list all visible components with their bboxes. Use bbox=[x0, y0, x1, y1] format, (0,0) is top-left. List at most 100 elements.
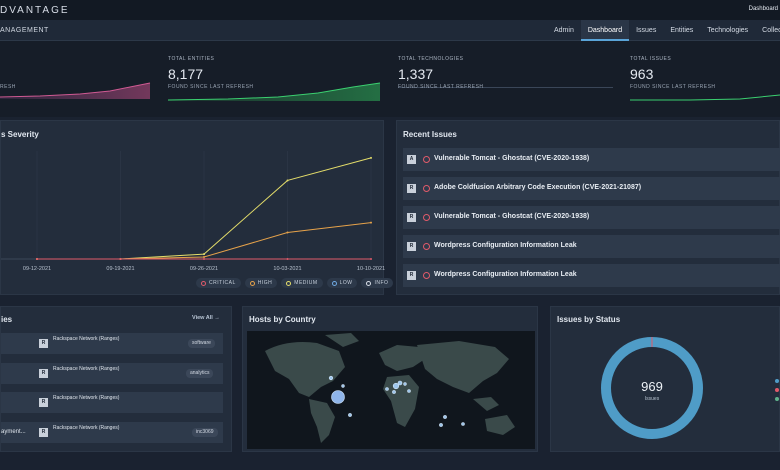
severity-title: s Severity bbox=[1, 130, 39, 139]
host-tag[interactable]: software bbox=[188, 339, 215, 348]
issue-source-badge: R bbox=[407, 213, 416, 222]
legend-medium-label: MEDIUM bbox=[294, 280, 318, 286]
recent-issues-panel: Recent Issues A Vulnerable Tomcat - Ghos… bbox=[396, 120, 780, 295]
tab-admin[interactable]: Admin bbox=[554, 27, 574, 34]
data-point-high[interactable] bbox=[370, 221, 372, 224]
stat-first-foot: RESH bbox=[0, 84, 16, 90]
host-name[interactable]: Rackspace Network (Ranges) bbox=[53, 425, 120, 431]
issue-title[interactable]: Wordpress Configuration Information Leak bbox=[434, 242, 577, 249]
data-point-critical[interactable] bbox=[370, 258, 372, 260]
view-all-link[interactable]: View All → bbox=[192, 315, 220, 321]
stat-entities-foot: FOUND SINCE LAST REFRESH bbox=[168, 84, 254, 90]
data-point-high[interactable] bbox=[286, 231, 289, 234]
host-row[interactable]: R Rackspace Network (Ranges) analytics bbox=[1, 363, 223, 384]
legend-dot-open bbox=[775, 379, 779, 383]
issue-title[interactable]: Vulnerable Tomcat - Ghostcat (CVE-2020-1… bbox=[434, 155, 590, 162]
status-legend bbox=[775, 379, 779, 401]
nav-bar: ANAGEMENT Admin Dashboard Issues Entitie… bbox=[0, 20, 780, 41]
arrow-right-icon: → bbox=[214, 315, 220, 321]
x-tick-label: 09-19-2021 bbox=[106, 266, 134, 272]
legend-critical-label: CRITICAL bbox=[209, 280, 236, 286]
recent-issues-title: Recent Issues bbox=[403, 130, 457, 139]
host-row[interactable]: ayment... R Rackspace Network (Ranges) i… bbox=[1, 422, 223, 443]
host-left-text: ayment... bbox=[1, 429, 26, 435]
issue-title[interactable]: Wordpress Configuration Information Leak bbox=[434, 271, 577, 278]
legend-info-dot bbox=[366, 280, 372, 286]
tab-issues[interactable]: Issues bbox=[636, 27, 657, 34]
issue-row[interactable]: R Adobe Coldfusion Arbitrary Code Execut… bbox=[403, 177, 780, 200]
tab-entities[interactable]: Entities bbox=[670, 27, 694, 34]
severity-legend: CRITICAL HIGH MEDIUM LOW INFO bbox=[196, 278, 397, 288]
legend-info[interactable]: INFO bbox=[361, 278, 394, 288]
legend-high-dot bbox=[249, 280, 255, 286]
severity-line-chart: 09-12-2021 09-19-2021 09-26-2021 10-03-2021… bbox=[1, 151, 385, 272]
section-title: ANAGEMENT bbox=[0, 27, 49, 34]
critical-ring-icon bbox=[423, 243, 430, 250]
issue-source-badge: R bbox=[407, 271, 416, 280]
sparkline-entities bbox=[168, 82, 381, 101]
data-point-critical[interactable] bbox=[36, 258, 38, 260]
data-point-critical[interactable] bbox=[119, 258, 122, 260]
stat-entities: TOTAL ENTITIES 8,177 bbox=[168, 56, 214, 116]
tab-technologies[interactable]: Technologies bbox=[707, 27, 749, 34]
issue-row[interactable]: R Wordpress Configuration Information Le… bbox=[403, 264, 780, 287]
x-tick-label: 10-03-2021 bbox=[273, 266, 301, 272]
brand-logo[interactable]: DVANTAGE bbox=[0, 5, 70, 16]
host-row[interactable]: R Rackspace Network (Ranges) bbox=[1, 392, 223, 413]
stat-issues-label: TOTAL ISSUES bbox=[630, 56, 672, 62]
status-total-label: Issues bbox=[644, 396, 660, 402]
host-name[interactable]: Rackspace Network (Ranges) bbox=[53, 366, 120, 372]
host-tag[interactable]: analytics bbox=[186, 369, 214, 378]
stats-row: RESH TOTAL ENTITIES 8,177 FOUND SINCE LA… bbox=[0, 41, 780, 117]
breadcrumb-current[interactable]: Dashboard bbox=[748, 6, 778, 12]
data-point-medium[interactable] bbox=[286, 179, 289, 182]
legend-high[interactable]: HIGH bbox=[244, 278, 278, 288]
legend-medium-dot bbox=[286, 280, 292, 286]
bottom-strip bbox=[0, 455, 780, 470]
stat-technologies-value: 1,337 bbox=[398, 66, 434, 82]
issue-title[interactable]: Adobe Coldfusion Arbitrary Code Executio… bbox=[434, 184, 642, 191]
host-tag[interactable]: inc3069 bbox=[192, 428, 218, 437]
status-total: 969 bbox=[641, 379, 663, 394]
host-name[interactable]: Rackspace Network (Ranges) bbox=[53, 395, 120, 401]
data-point-critical[interactable] bbox=[203, 258, 205, 260]
legend-low[interactable]: LOW bbox=[326, 278, 358, 288]
host-type-icon: R bbox=[39, 398, 48, 407]
issue-title[interactable]: Vulnerable Tomcat - Ghostcat (CVE-2020-1… bbox=[434, 213, 590, 220]
data-point-medium[interactable] bbox=[203, 253, 205, 256]
stat-issues-foot: FOUND SINCE LAST REFRESH bbox=[630, 84, 716, 90]
host-name[interactable]: Rackspace Network (Ranges) bbox=[53, 336, 120, 342]
legend-low-label: LOW bbox=[339, 280, 353, 286]
issue-row[interactable]: R Vulnerable Tomcat - Ghostcat (CVE-2020… bbox=[403, 206, 780, 229]
legend-high-label: HIGH bbox=[257, 280, 273, 286]
critical-ring-icon bbox=[423, 272, 430, 279]
legend-medium[interactable]: MEDIUM bbox=[281, 278, 323, 288]
stat-entities-value: 8,177 bbox=[168, 66, 204, 82]
legend-info-label: INFO bbox=[374, 280, 389, 286]
tab-dashboard[interactable]: Dashboard bbox=[580, 20, 630, 41]
critical-ring-icon bbox=[423, 185, 430, 192]
world-map[interactable] bbox=[247, 331, 535, 449]
tab-collections[interactable]: Collections bbox=[762, 27, 780, 34]
issue-row[interactable]: A Vulnerable Tomcat - Ghostcat (CVE-2020… bbox=[403, 148, 780, 171]
x-tick-label: 10-10-2021 bbox=[357, 266, 385, 272]
host-row[interactable]: R Rackspace Network (Ranges) software bbox=[1, 333, 223, 354]
legend-dot-resolved bbox=[775, 397, 779, 401]
stat-technologies: TOTAL TECHNOLOGIES 1,337 bbox=[398, 56, 464, 116]
status-title: Issues by Status bbox=[557, 315, 621, 324]
sparkline-first bbox=[0, 82, 151, 99]
data-point-critical[interactable] bbox=[286, 258, 289, 260]
severity-panel: s Severity 09-12-2021 09-19-2021 09-26-202… bbox=[0, 120, 385, 295]
x-tick-label: 09-12-2021 bbox=[23, 266, 51, 272]
issue-row[interactable]: R Wordpress Configuration Information Le… bbox=[403, 235, 780, 258]
data-point-medium[interactable] bbox=[370, 156, 372, 159]
data-point-high[interactable] bbox=[203, 256, 205, 259]
nav-tabs: Admin Dashboard Issues Entities Technolo… bbox=[547, 20, 780, 41]
stat-technologies-foot: FOUND SINCE LAST REFRESH bbox=[398, 84, 484, 90]
status-donut-chart[interactable] bbox=[597, 333, 707, 443]
critical-ring-icon bbox=[423, 156, 430, 163]
host-type-icon: R bbox=[39, 428, 48, 437]
legend-critical-dot bbox=[201, 280, 206, 286]
stat-technologies-baseline bbox=[398, 87, 613, 88]
legend-critical[interactable]: CRITICAL bbox=[196, 278, 241, 288]
